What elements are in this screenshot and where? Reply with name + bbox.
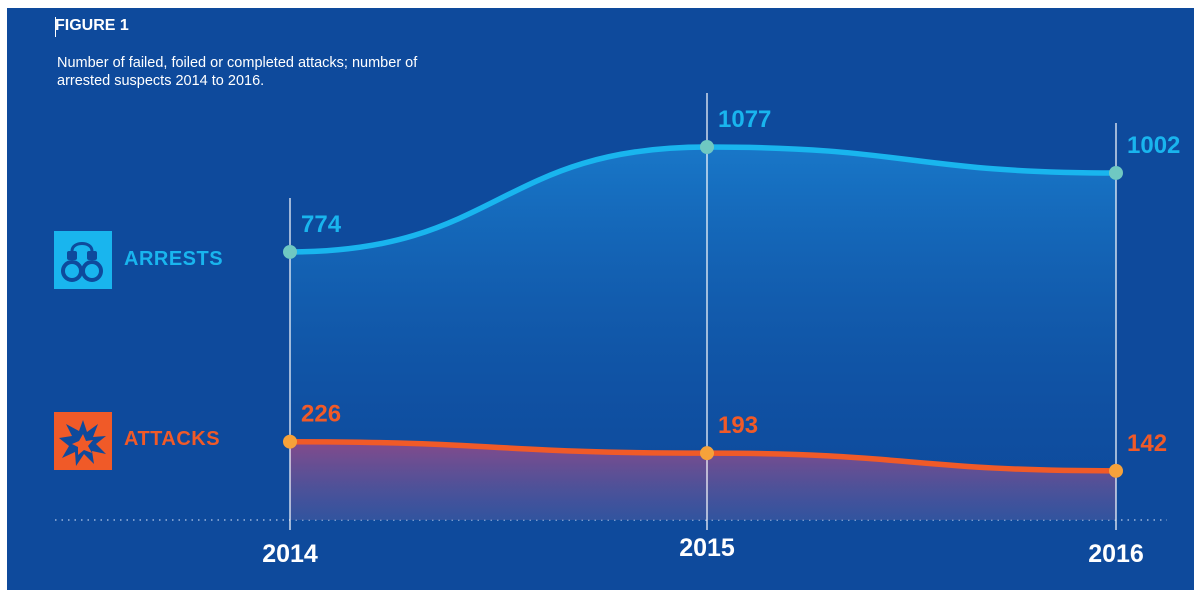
data-label-attacks-2014: 226 xyxy=(301,401,341,428)
data-label-attacks-2015: 193 xyxy=(718,412,758,439)
legend-arrests-label: ARRESTS xyxy=(124,248,224,270)
explosion-icon xyxy=(54,412,112,470)
data-point-arrests-2014 xyxy=(283,244,297,259)
figure-label: FIGURE 1 xyxy=(55,17,129,34)
title-cursor xyxy=(55,17,56,37)
x-tick-label-2016: 2016 xyxy=(1088,540,1144,568)
data-label-attacks-2016: 142 xyxy=(1127,430,1167,457)
data-point-arrests-2015 xyxy=(700,140,714,154)
series-attacks-area xyxy=(290,441,1116,520)
x-tick-label-2015: 2015 xyxy=(679,534,735,562)
data-label-arrests-2014: 774 xyxy=(301,211,342,238)
line-chart: 774 1077 1002 226 193 142 2014 2015 2016 xyxy=(55,93,1180,568)
subtitle-line-2: arrested suspects 2014 to 2016. xyxy=(57,73,265,89)
handcuffs-icon xyxy=(54,231,112,289)
data-point-attacks-2016 xyxy=(1109,463,1123,478)
data-label-arrests-2015: 1077 xyxy=(718,106,771,133)
x-tick-label-2014: 2014 xyxy=(262,540,318,568)
data-label-arrests-2016: 1002 xyxy=(1127,132,1180,159)
data-point-attacks-2014 xyxy=(283,434,297,449)
data-point-attacks-2015 xyxy=(700,446,714,461)
figure-panel: FIGURE 1 Number of failed, foiled or com… xyxy=(7,8,1194,590)
legend-attacks-label: ATTACKS xyxy=(124,428,221,450)
series-arrests-area xyxy=(290,147,1116,520)
subtitle-line-1: Number of failed, foiled or completed at… xyxy=(57,55,418,71)
data-point-arrests-2016 xyxy=(1109,165,1123,180)
